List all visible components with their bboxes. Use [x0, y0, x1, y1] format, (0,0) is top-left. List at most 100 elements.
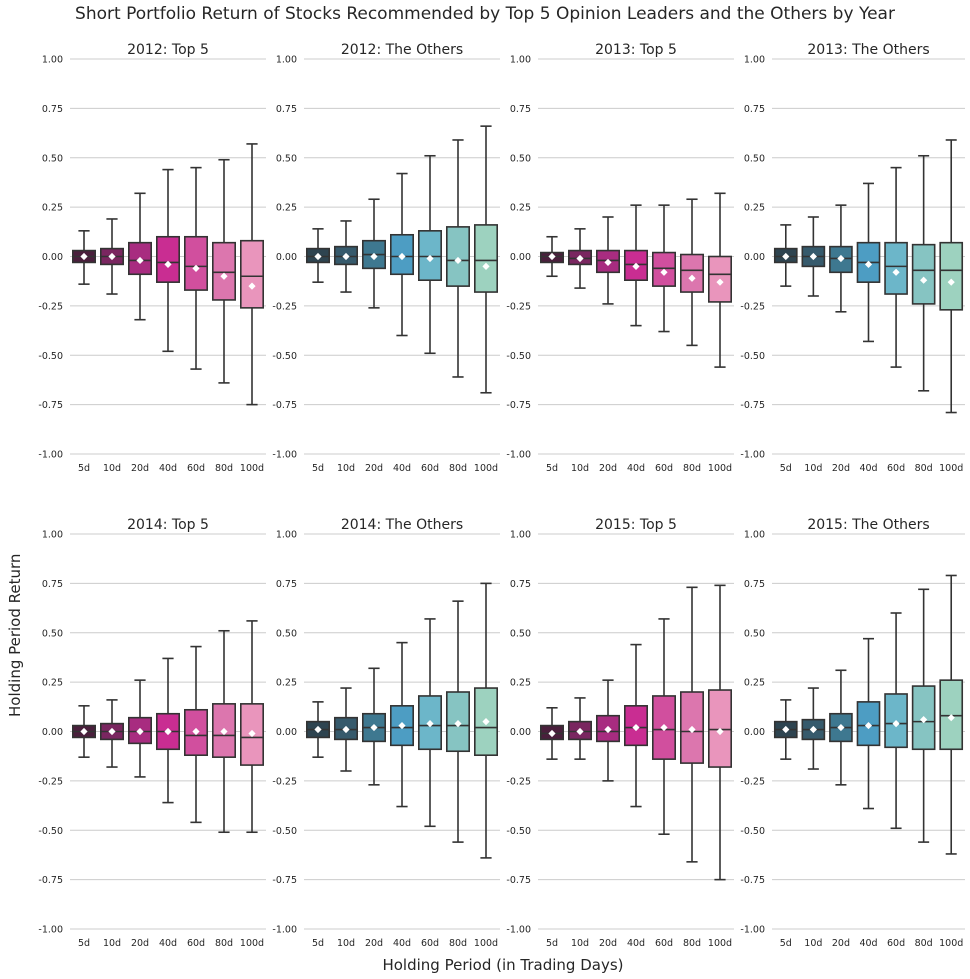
box-40d [623, 643, 648, 808]
box-80d [911, 588, 936, 843]
box-100d [473, 582, 498, 859]
box-20d [829, 669, 853, 786]
mean-marker [248, 282, 256, 290]
y-tick-label: 0.50 [276, 628, 297, 639]
mean-marker [342, 725, 350, 734]
x-tick-label: 5d [546, 463, 558, 474]
mean-marker [248, 729, 256, 738]
box-100d [240, 143, 265, 406]
mean-marker [398, 721, 406, 730]
y-tick-label: 0.75 [42, 104, 63, 115]
mean-marker [782, 252, 790, 261]
y-tick-label: 0.25 [510, 678, 531, 689]
mean-marker [864, 260, 873, 268]
x-tick-label: 80d [915, 463, 933, 474]
y-tick-label: -0.50 [740, 351, 765, 362]
y-tick-label: 0.50 [510, 153, 531, 164]
box-5d [773, 224, 798, 287]
y-tick-label: -1.00 [740, 450, 765, 461]
mean-marker [837, 254, 845, 263]
y-tick-label: -0.25 [38, 776, 63, 787]
y-tick-label: 0.00 [744, 727, 765, 738]
mean-marker [782, 725, 790, 734]
x-tick-label: 80d [449, 938, 467, 949]
box-10d [100, 699, 125, 768]
box-5d [72, 705, 97, 758]
y-tick-label: 1.00 [276, 530, 297, 541]
mean-marker [482, 718, 490, 726]
mean-marker [688, 725, 696, 734]
box-100d [939, 574, 964, 855]
y-tick-label: 0.75 [276, 579, 297, 590]
box-body [240, 239, 265, 309]
box-5d [72, 230, 97, 285]
box-10d [333, 220, 358, 293]
y-tick-label: -0.25 [506, 776, 531, 787]
box-40d [856, 182, 881, 343]
box-body [884, 241, 908, 295]
x-tick-label: 100d [240, 463, 264, 474]
box-100d [473, 125, 498, 394]
x-tick-label: 40d [393, 938, 411, 949]
box-5d [305, 701, 330, 758]
mean-marker [426, 720, 434, 728]
x-tick-label: 80d [449, 463, 467, 474]
x-tick-label: 10d [804, 938, 822, 949]
y-tick-label: 0.75 [744, 579, 765, 590]
mean-marker [809, 252, 817, 261]
x-tick-label: 40d [159, 938, 177, 949]
y-tick-label: 0.00 [510, 252, 531, 263]
mean-marker [576, 727, 584, 736]
x-tick-label: 80d [683, 463, 701, 474]
mean-marker [220, 272, 228, 280]
mean-marker [136, 727, 144, 736]
box-60d [651, 204, 676, 333]
y-tick-label: 0.50 [276, 153, 297, 164]
y-tick-label: 0.25 [276, 203, 297, 214]
mean-marker [947, 714, 955, 722]
y-tick-label: 0.25 [276, 678, 297, 689]
mean-marker [576, 254, 584, 263]
panel-title: 2012: Top 5 [127, 42, 209, 58]
y-tick-label: 1.00 [276, 55, 297, 66]
box-body [156, 235, 181, 283]
y-tick-label: -0.50 [38, 826, 63, 837]
x-tick-label: 20d [131, 463, 149, 474]
x-tick-label: 5d [780, 463, 792, 474]
box-60d [417, 618, 442, 828]
panel-4: 2013: The Others 1.00 0.75 0.50 0.25 0.00 -0.2… [740, 42, 965, 474]
mean-marker [947, 278, 955, 286]
mean-marker [688, 274, 696, 282]
box-5d [539, 235, 564, 278]
x-tick-label: 100d [240, 938, 264, 949]
mean-marker [548, 252, 556, 261]
y-tick-label: 0.75 [276, 104, 297, 115]
mean-marker [660, 268, 668, 276]
box-10d [567, 228, 592, 289]
y-tick-label: -0.25 [506, 301, 531, 312]
mean-marker [370, 252, 378, 261]
x-tick-label: 5d [312, 463, 324, 474]
y-tick-label: -0.75 [740, 875, 765, 886]
mean-marker [342, 252, 350, 261]
mean-marker [920, 716, 928, 724]
mean-marker [192, 264, 200, 272]
box-body [679, 253, 704, 293]
box-100d [240, 620, 265, 834]
y-tick-label: 0.50 [42, 153, 63, 164]
mean-marker [80, 727, 88, 736]
x-tick-label: 10d [571, 463, 589, 474]
y-tick-label: -0.50 [272, 826, 297, 837]
y-tick-label: -0.75 [506, 400, 531, 411]
y-tick-label: 0.25 [42, 203, 63, 214]
x-tick-label: 20d [599, 463, 617, 474]
mean-marker [809, 725, 817, 734]
x-tick-label: 5d [546, 938, 558, 949]
y-tick-label: 0.25 [510, 203, 531, 214]
box-10d [567, 697, 592, 760]
box-60d [884, 612, 908, 830]
box-80d [212, 158, 237, 384]
box-60d [651, 618, 676, 836]
y-tick-label: 0.75 [510, 104, 531, 115]
